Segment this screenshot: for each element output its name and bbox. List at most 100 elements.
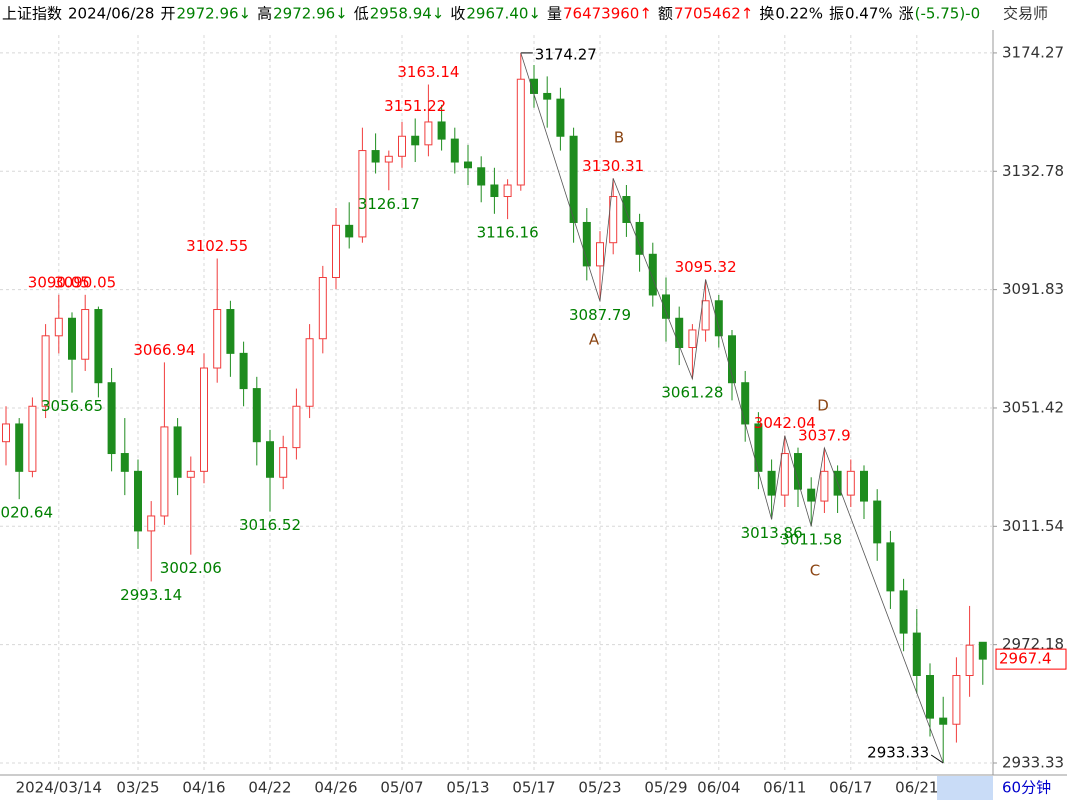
header-value: 0.47% <box>845 5 893 23</box>
candle-body <box>807 488 816 502</box>
wave-label: D <box>817 397 829 415</box>
trough-label: 3116.16 <box>477 224 539 242</box>
candle-body <box>899 590 908 634</box>
y-tick-label: 3011.54 <box>1002 517 1064 535</box>
peak-label: 3037.9 <box>798 426 851 444</box>
header-label: 开 <box>160 5 175 23</box>
x-tick-label: 06/21 <box>895 779 938 797</box>
header-value: (-5.75)-0 <box>915 5 980 23</box>
header-value: 2958.94↓ <box>370 5 445 23</box>
candle-body <box>701 300 710 331</box>
candle-body <box>305 338 314 407</box>
candle-body <box>648 253 657 296</box>
x-tick-label: 04/22 <box>248 779 291 797</box>
header-label: 量 <box>547 5 562 23</box>
trough-label: 3056.65 <box>41 397 103 415</box>
header-value: 2972.96↓ <box>177 5 252 23</box>
candle-body <box>873 500 882 544</box>
candle-body <box>609 196 618 244</box>
candle-body <box>318 277 327 340</box>
candle-body <box>15 423 24 472</box>
candle-body <box>226 309 235 354</box>
x-tick-label: 06/17 <box>829 779 872 797</box>
trough-label: 3013.86 <box>741 524 803 542</box>
header: 上证指数 2024/06/28 开 2972.96↓ 高 2972.96↓ 低 2958.94… <box>2 5 980 23</box>
candle-body <box>68 317 76 360</box>
candle-body <box>54 317 63 337</box>
candle-body <box>490 184 499 198</box>
wave-label: C <box>810 562 820 580</box>
candle-body <box>134 470 142 532</box>
peak-label: 3095.32 <box>675 258 737 276</box>
candle-body <box>239 352 248 390</box>
x-tick-label: 06/04 <box>697 779 740 797</box>
header-value: 7705462↑ <box>674 5 753 23</box>
y-tick-label: 3091.83 <box>1002 280 1064 298</box>
candle-body <box>503 184 512 198</box>
candle-body <box>714 300 723 337</box>
x-tick-label: 05/13 <box>446 779 489 797</box>
candle-body <box>345 224 354 238</box>
y-tick-label: 3051.42 <box>1002 398 1064 416</box>
header-value: 76473960↑ <box>563 5 652 23</box>
trough-label: 3011.58 <box>780 531 842 549</box>
candle-body <box>266 441 274 478</box>
x-tick-label: 05/29 <box>644 779 687 797</box>
candle-body <box>516 78 525 186</box>
wave-line <box>520 52 944 764</box>
candle-body <box>279 447 288 478</box>
trough-label: 3020.64 <box>0 504 53 522</box>
candle-body <box>371 150 380 163</box>
period-box <box>937 776 993 800</box>
candle-body <box>767 470 776 496</box>
candle-body <box>477 167 486 186</box>
candle-body <box>437 121 446 140</box>
candle-body <box>464 161 472 169</box>
candle-body <box>186 470 195 478</box>
x-tick-label: 2024/03/14 <box>16 779 102 797</box>
header-value: 2024/06/28 <box>68 5 154 23</box>
candle-body <box>556 98 565 137</box>
candle-body <box>252 388 261 443</box>
candle-body <box>81 309 90 360</box>
candle-body <box>794 453 802 490</box>
header-label: 涨 <box>899 5 914 23</box>
header-label: 振 <box>829 5 844 23</box>
trough-label: 3126.17 <box>358 195 420 213</box>
candle-body <box>173 426 182 478</box>
peak-label: 3163.14 <box>397 63 459 81</box>
x-tick-label: 06/11 <box>763 779 806 797</box>
header-label: 额 <box>658 5 673 23</box>
header-value: 2972.96↓ <box>273 5 348 23</box>
candle-body <box>358 150 367 238</box>
period-label[interactable]: 60分钟 <box>1002 779 1051 797</box>
x-tick-label: 05/07 <box>380 779 423 797</box>
header-label: 高 <box>257 5 272 23</box>
candle-body <box>450 138 459 163</box>
candle-body <box>886 542 895 592</box>
candle-body <box>846 470 855 496</box>
candle-body <box>2 423 10 443</box>
candle-body <box>200 367 208 472</box>
candle-body <box>978 641 987 660</box>
last-price-label: 2967.4 <box>999 650 1052 668</box>
tab-label[interactable]: 交易师 <box>1003 5 1048 23</box>
header-label: 换 <box>759 5 774 23</box>
candle-body <box>147 515 156 532</box>
candle-body <box>596 242 604 267</box>
candle-body <box>939 717 948 725</box>
candle-body <box>688 329 697 349</box>
candle-body <box>543 92 552 100</box>
candle-body <box>912 632 921 677</box>
header-value: 0.22% <box>775 5 823 23</box>
candle-body <box>424 121 433 146</box>
candle-body <box>582 221 591 267</box>
header-value: 2967.40↓ <box>466 5 541 23</box>
header-label: 收 <box>450 5 465 23</box>
header-label: 低 <box>354 5 369 23</box>
min-label: 2933.33 <box>867 743 929 761</box>
candle-body <box>965 644 974 677</box>
candle-body <box>635 221 644 255</box>
candle-body <box>94 309 103 384</box>
